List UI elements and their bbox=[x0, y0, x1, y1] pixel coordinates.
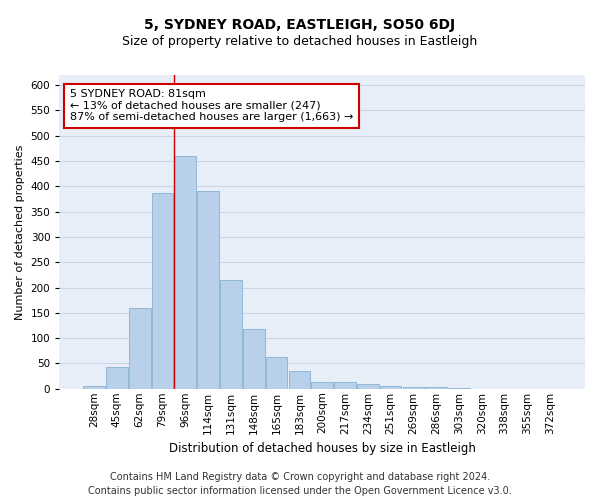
Text: Size of property relative to detached houses in Eastleigh: Size of property relative to detached ho… bbox=[122, 35, 478, 48]
Bar bbox=[175, 156, 196, 389]
Bar bbox=[334, 382, 356, 389]
Text: Contains HM Land Registry data © Crown copyright and database right 2024.
Contai: Contains HM Land Registry data © Crown c… bbox=[88, 472, 512, 496]
Bar bbox=[425, 387, 447, 389]
Bar bbox=[197, 192, 219, 389]
Text: 5 SYDNEY ROAD: 81sqm
← 13% of detached houses are smaller (247)
87% of semi-deta: 5 SYDNEY ROAD: 81sqm ← 13% of detached h… bbox=[70, 89, 353, 122]
Bar bbox=[448, 388, 470, 389]
Bar bbox=[83, 386, 105, 389]
X-axis label: Distribution of detached houses by size in Eastleigh: Distribution of detached houses by size … bbox=[169, 442, 476, 455]
Bar bbox=[289, 371, 310, 389]
Bar bbox=[243, 329, 265, 389]
Bar bbox=[106, 367, 128, 389]
Bar bbox=[311, 382, 333, 389]
Text: 5, SYDNEY ROAD, EASTLEIGH, SO50 6DJ: 5, SYDNEY ROAD, EASTLEIGH, SO50 6DJ bbox=[145, 18, 455, 32]
Bar bbox=[220, 280, 242, 389]
Bar bbox=[403, 386, 424, 389]
Bar bbox=[266, 357, 287, 389]
Bar bbox=[129, 308, 151, 389]
Bar bbox=[380, 386, 401, 389]
Y-axis label: Number of detached properties: Number of detached properties bbox=[15, 144, 25, 320]
Bar bbox=[152, 193, 173, 389]
Bar bbox=[357, 384, 379, 389]
